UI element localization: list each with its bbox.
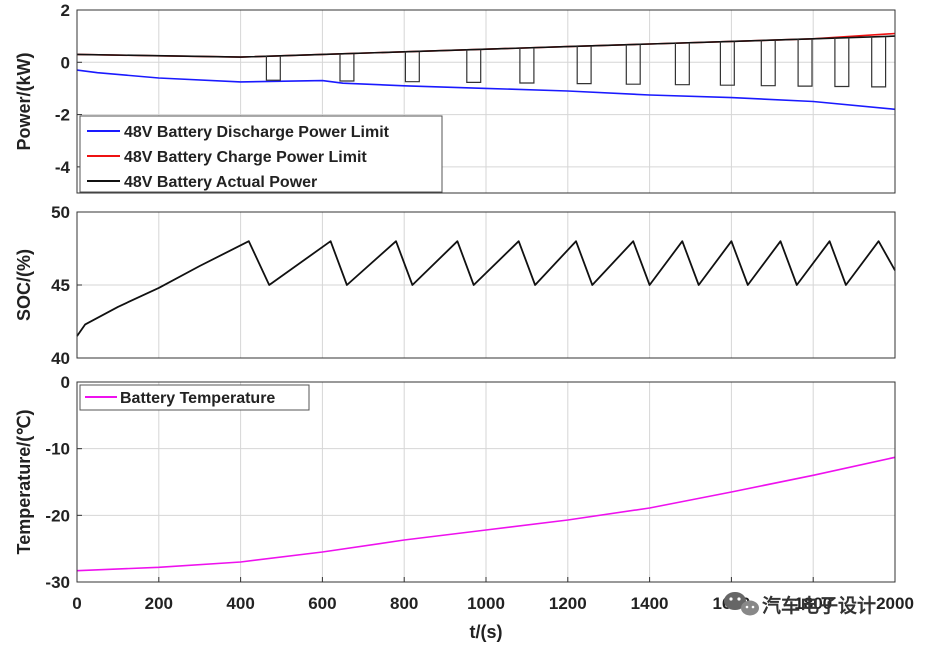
y-axis-label: SOC/(%) [14,249,34,321]
legend-entry: Battery Temperature [120,390,275,407]
legend: Battery Temperature [79,384,310,411]
actual-power-dip [466,49,482,84]
actual-power-dip [625,44,641,85]
x-tick-label: 1800 [794,594,832,613]
y-tick-label: -30 [45,573,70,592]
actual-power-dip [719,41,735,86]
actual-power-dip [871,36,887,88]
legend-entry: 48V Battery Discharge Power Limit [124,124,390,141]
y-tick-label: -20 [45,506,70,525]
legend-entry: 48V Battery Actual Power [124,174,317,191]
x-tick-label: 1200 [549,594,587,613]
y-tick-label: -2 [55,106,70,125]
legend-box [79,384,310,411]
y-tick-label: 40 [51,349,70,368]
series-line-48v-battery-discharge-power-limit [76,69,896,111]
actual-power-dip [834,37,850,88]
y-tick-label: 0 [61,53,70,72]
plot-frame [76,9,896,194]
actual-power-dip [797,39,813,87]
x-tick-label: 2000 [876,594,914,613]
x-tick-label: 800 [390,594,418,613]
actual-power-dip [576,46,592,85]
actual-power-dips [265,36,887,88]
x-tick-label: 1000 [467,594,505,613]
actual-power-dip [339,53,355,82]
series-line-soc [76,240,896,337]
actual-power-dip [674,42,690,86]
series-line-48v-battery-actual-power [76,35,896,58]
legend-entry: 48V Battery Charge Power Limit [124,149,367,166]
y-axis-label: Temperature/(℃) [14,410,34,555]
x-tick-label: 0 [72,594,81,613]
actual-power-dip [404,51,420,83]
y-tick-label: 50 [51,203,70,222]
actual-power-dip [265,56,281,81]
y-tick-label: 45 [51,276,70,295]
wechat-icon [724,592,759,616]
legend: 48V Battery Discharge Power Limit 48V Bat… [79,115,443,193]
panel-power: 2 0 -2 -4 Power/(kW) 48V Battery Discharge Po… [14,1,896,194]
watermark-text: 汽车电子设计 [762,594,876,617]
x-tick-label: 400 [226,594,254,613]
actual-power-dip [519,47,535,84]
actual-power-dip [760,40,776,87]
y-tick-label: 2 [61,1,70,20]
x-tick-label: 200 [145,594,173,613]
watermark: 汽车电子设计 [724,592,876,617]
y-tick-label: -10 [45,440,70,459]
panel-soc: 50 45 40 SOC/(%) [14,203,896,368]
series-line-battery-temperature [76,456,896,572]
x-tick-label: 600 [308,594,336,613]
legend-box [79,115,443,193]
x-axis-label: t/(s) [470,622,503,642]
y-axis-label: Power/(kW) [14,52,34,150]
y-tick-label: 0 [61,373,70,392]
panel-temperature: 0 -10 -20 -30 Temperature/(℃) 0 200 400 600 800 10… [14,373,914,642]
x-tick-label: 1400 [631,594,669,613]
y-tick-label: -4 [55,158,71,177]
